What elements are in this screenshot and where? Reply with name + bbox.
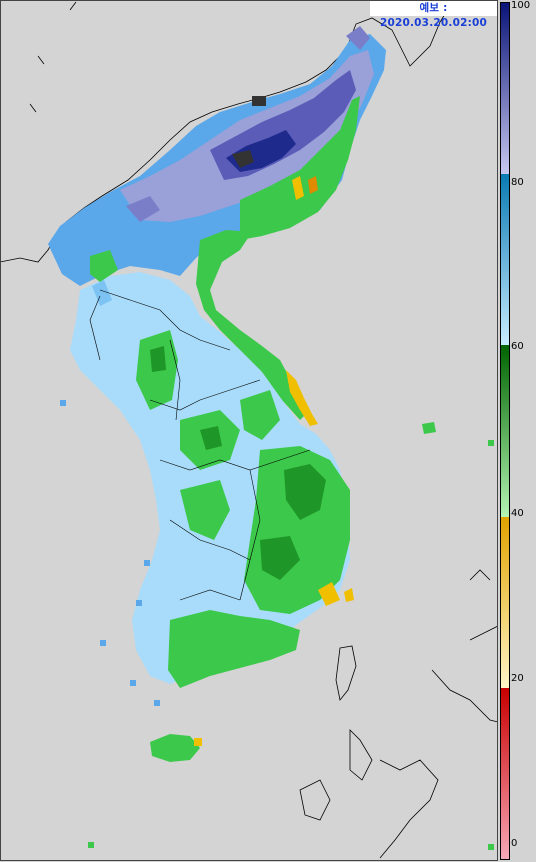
map-canvas — [0, 1, 498, 859]
island-pixel-green-2 — [488, 844, 494, 850]
colorbar-tick-100: 100 — [511, 0, 531, 11]
dark-green-patches — [150, 346, 326, 580]
colorbar-tick-60: 60 — [511, 341, 524, 352]
east-coast-green — [196, 96, 360, 426]
legend-colorbar — [500, 2, 510, 860]
colorbar-band-1 — [501, 516, 509, 688]
colorbar-tick-20: 20 — [511, 673, 524, 684]
humidity-map[interactable] — [0, 0, 498, 862]
island-pixels — [60, 400, 160, 706]
colorbar-band-0 — [501, 687, 509, 859]
coastlines — [0, 1, 498, 859]
forecast-time-label: 예보 : 2020.03.20.02:00 — [370, 1, 497, 29]
colorbar-band-3 — [501, 174, 509, 346]
north-korea-field — [48, 26, 386, 286]
colorbar-tick-0: 0 — [511, 838, 518, 849]
island-pixel-green — [88, 842, 94, 848]
colorbar-tick-40: 40 — [511, 508, 524, 519]
colorbar-tick-80: 80 — [511, 177, 524, 188]
yellow-patches — [194, 582, 354, 746]
admin-boundaries — [89, 289, 311, 601]
colorbar-band-4 — [501, 3, 509, 175]
colorbar-band-2 — [501, 345, 509, 517]
